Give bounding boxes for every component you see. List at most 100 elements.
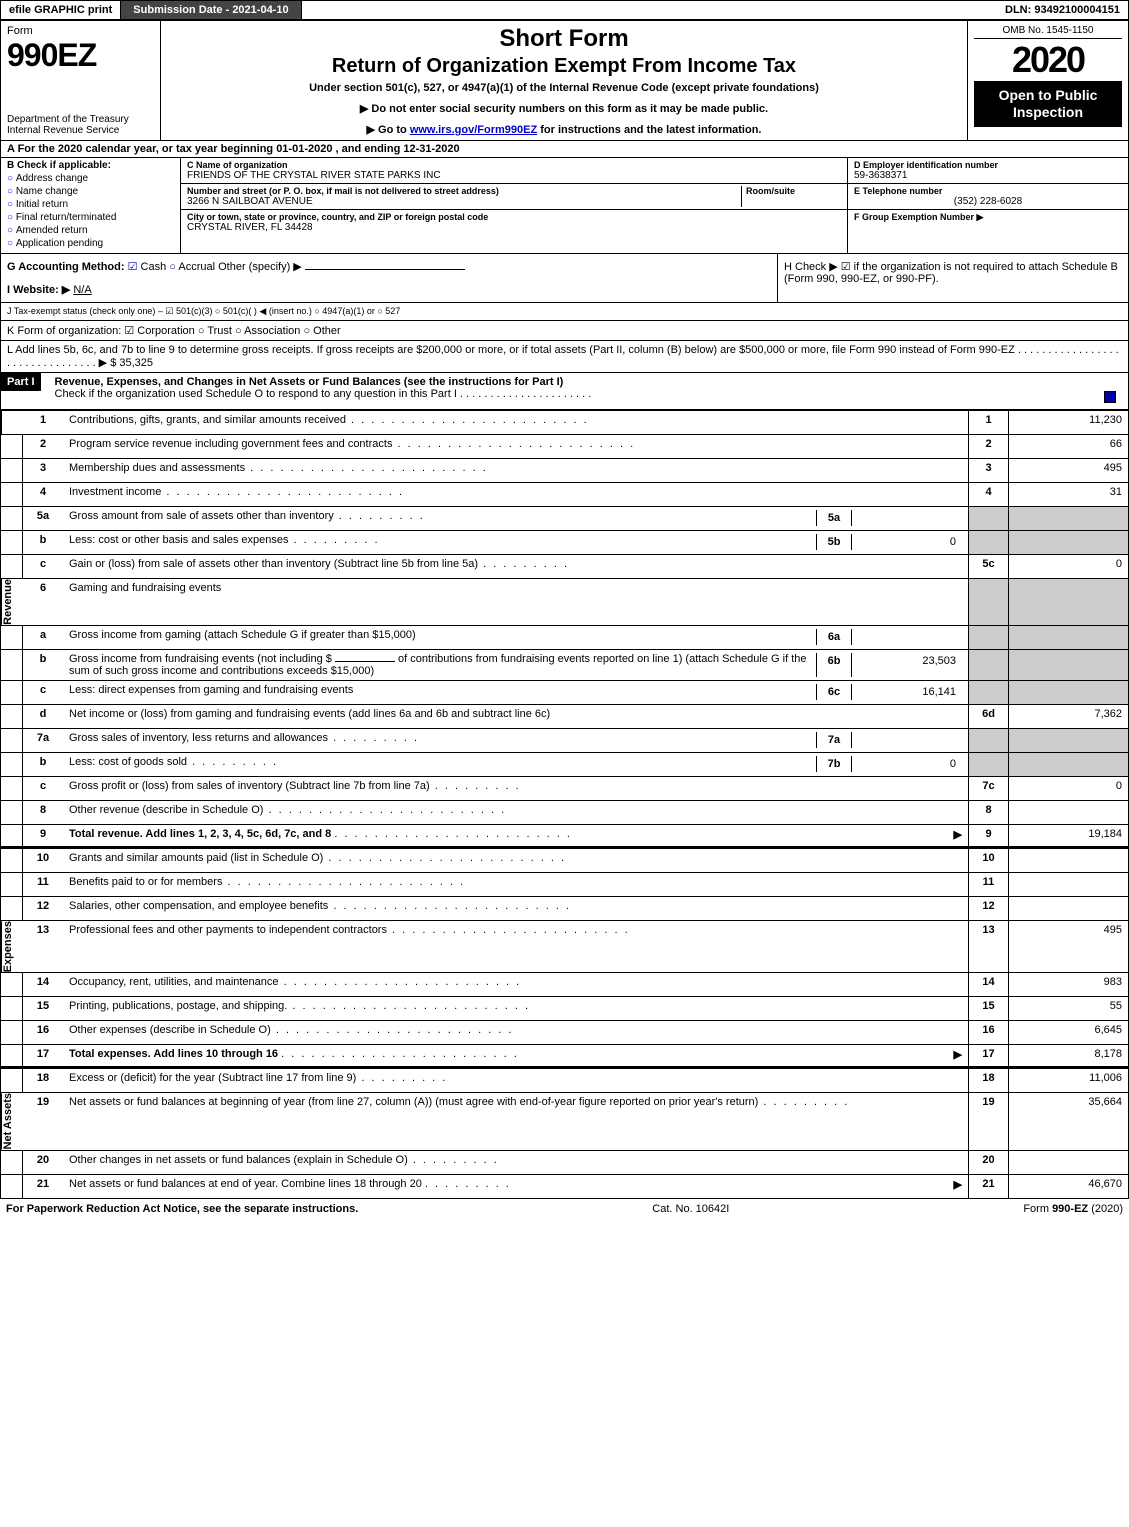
dept-treasury: Department of the Treasury	[7, 114, 154, 125]
l13-rnum: 13	[968, 921, 1008, 972]
l4-num: 4	[23, 483, 63, 506]
l7a-desc: Gross sales of inventory, less returns a…	[69, 732, 816, 748]
tax-year: 2020	[974, 39, 1122, 81]
l6d-amt: 7,362	[1008, 705, 1128, 728]
l4-desc: Investment income	[63, 483, 968, 506]
l2-num: 2	[23, 435, 63, 458]
c-city-value: CRYSTAL RIVER, FL 34428	[187, 222, 841, 233]
l9-amt: 19,184	[1008, 825, 1128, 846]
l8-amt	[1008, 801, 1128, 824]
l5c-rnum: 5c	[968, 555, 1008, 578]
l5c-amt: 0	[1008, 555, 1128, 578]
l20-desc: Other changes in net assets or fund bala…	[63, 1151, 968, 1174]
efile-print-button[interactable]: efile GRAPHIC print	[1, 1, 121, 19]
l17-num: 17	[23, 1045, 63, 1066]
cb-final-return[interactable]: Final return/terminated	[7, 212, 174, 223]
cb-application-pending[interactable]: Application pending	[7, 238, 174, 249]
footer-right: Form 990-EZ (2020)	[1023, 1203, 1123, 1215]
l12-rnum: 12	[968, 897, 1008, 920]
c-name-label: C Name of organization	[187, 160, 841, 170]
title-return: Return of Organization Exempt From Incom…	[171, 55, 957, 78]
part-1-checkbox[interactable]	[1104, 391, 1116, 403]
cb-name-change[interactable]: Name change	[7, 186, 174, 197]
l19-num: 19	[23, 1093, 63, 1149]
l6c-desc: Less: direct expenses from gaming and fu…	[69, 684, 816, 700]
l9-num: 9	[23, 825, 63, 846]
l21-arrow: ▶	[954, 1178, 962, 1191]
l6-rnum	[968, 579, 1008, 625]
section-l: L Add lines 5b, 6c, and 7b to line 9 to …	[1, 341, 1128, 373]
l2-desc: Program service revenue including govern…	[63, 435, 968, 458]
l6b-inum: 6b	[816, 653, 852, 677]
cb-amended-return[interactable]: Amended return	[7, 225, 174, 236]
side-revenue: Revenue	[1, 579, 23, 625]
i-label: I Website: ▶	[7, 284, 70, 296]
note-goto: ▶ Go to www.irs.gov/Form990EZ for instru…	[171, 123, 957, 136]
l12-desc: Salaries, other compensation, and employ…	[63, 897, 968, 920]
l13-desc: Professional fees and other payments to …	[63, 921, 968, 972]
g-accounting: G Accounting Method: Cash Accrual Other …	[7, 260, 771, 273]
section-j: J Tax-exempt status (check only one) – ☑…	[1, 303, 1128, 321]
l6c-inum: 6c	[816, 684, 852, 700]
l6d-desc: Net income or (loss) from gaming and fun…	[63, 705, 968, 728]
l21-num: 21	[23, 1175, 63, 1198]
l3-desc: Membership dues and assessments	[63, 459, 968, 482]
part-1-sub: Check if the organization used Schedule …	[55, 388, 592, 400]
l3-rnum: 3	[968, 459, 1008, 482]
l1-rnum: 1	[968, 411, 1008, 434]
g-accrual[interactable]: Accrual	[169, 261, 215, 273]
section-h: H Check ▶ ☑ if the organization is not r…	[778, 254, 1128, 302]
g-label: G Accounting Method:	[7, 261, 125, 273]
cb-initial-return[interactable]: Initial return	[7, 199, 174, 210]
l6c-ival: 16,141	[852, 684, 962, 700]
l9-arrow: ▶	[954, 828, 962, 841]
l5c-num: c	[23, 555, 63, 578]
l5b-desc: Less: cost or other basis and sales expe…	[69, 534, 816, 550]
e-phone-label: E Telephone number	[854, 186, 1122, 196]
form-word: Form	[7, 25, 33, 37]
l9-desc: Total revenue. Add lines 1, 2, 3, 4, 5c,…	[63, 825, 968, 846]
dln: DLN: 93492100004151	[997, 1, 1128, 19]
l17-desc: Total expenses. Add lines 10 through 16 …	[63, 1045, 968, 1066]
header-left: Form 990EZ Department of the Treasury In…	[1, 21, 161, 140]
side-revenue-start	[1, 411, 23, 434]
l1-num: 1	[23, 411, 63, 434]
l5a-amt	[1008, 507, 1128, 530]
l13-amt: 495	[1008, 921, 1128, 972]
l14-rnum: 14	[968, 973, 1008, 996]
l11-rnum: 11	[968, 873, 1008, 896]
c-city-label: City or town, state or province, country…	[187, 212, 841, 222]
l21-amt: 46,670	[1008, 1175, 1128, 1198]
section-g-h: G Accounting Method: Cash Accrual Other …	[1, 254, 1128, 303]
l17-arrow: ▶	[954, 1048, 962, 1061]
l14-amt: 983	[1008, 973, 1128, 996]
omb-number: OMB No. 1545-1150	[974, 25, 1122, 39]
l21-desc-text: Net assets or fund balances at end of ye…	[69, 1178, 422, 1190]
l16-amt: 6,645	[1008, 1021, 1128, 1044]
g-other[interactable]: Other (specify) ▶	[218, 261, 302, 273]
header-right: OMB No. 1545-1150 2020 Open to Public In…	[968, 21, 1128, 140]
l17-desc-text: Total expenses. Add lines 10 through 16	[69, 1048, 278, 1060]
section-b-heading: B Check if applicable:	[7, 160, 174, 171]
f-group-label: F Group Exemption Number ▶	[854, 212, 983, 222]
l10-desc: Grants and similar amounts paid (list in…	[63, 849, 968, 872]
irs-link[interactable]: www.irs.gov/Form990EZ	[410, 124, 537, 136]
l6c-num: c	[23, 681, 63, 704]
g-cash[interactable]: Cash	[128, 261, 167, 273]
g-other-blank[interactable]	[305, 269, 465, 270]
l8-desc: Other revenue (describe in Schedule O)	[63, 801, 968, 824]
cb-address-change[interactable]: Address change	[7, 173, 174, 184]
open-public-inspection: Open to Public Inspection	[974, 81, 1122, 127]
l3-amt: 495	[1008, 459, 1128, 482]
l6d-num: d	[23, 705, 63, 728]
l6a-ival	[852, 629, 962, 645]
dept-irs: Internal Revenue Service	[7, 125, 154, 136]
l3-num: 3	[23, 459, 63, 482]
l7c-amt: 0	[1008, 777, 1128, 800]
l6d-rnum: 6d	[968, 705, 1008, 728]
l19-amt: 35,664	[1008, 1093, 1128, 1149]
section-b-to-f: B Check if applicable: Address change Na…	[1, 158, 1128, 254]
i-value: N/A	[73, 284, 91, 296]
c-street-value: 3266 N SAILBOAT AVENUE	[187, 196, 741, 207]
l11-desc: Benefits paid to or for members	[63, 873, 968, 896]
